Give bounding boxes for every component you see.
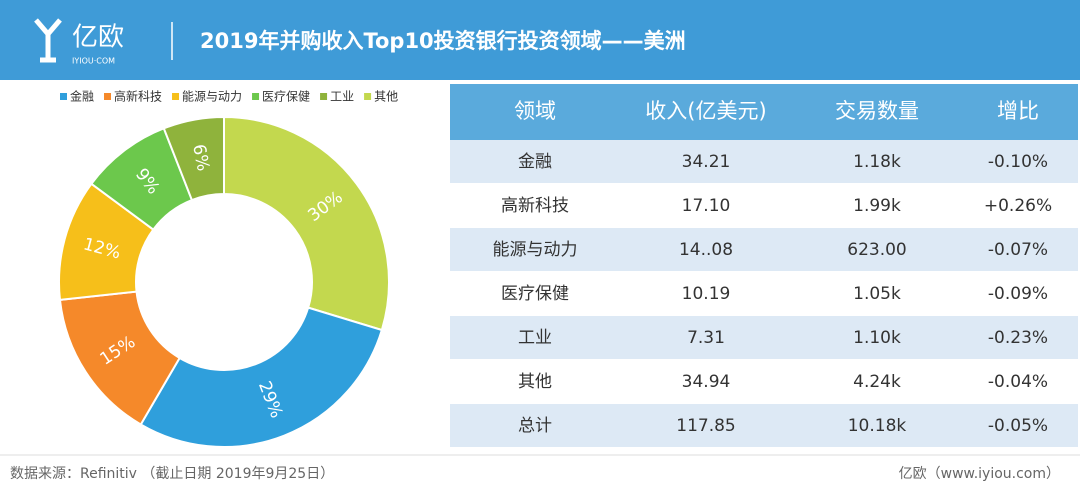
logo: 亿欧: [72, 23, 124, 53]
table-cell: 117.85: [676, 416, 735, 436]
table-cell: 金融: [518, 152, 552, 172]
title: 2019年并购收入Top10投资银行投资领域——美洲: [200, 29, 686, 53]
table-row: [450, 184, 1078, 227]
legend-swatch: [252, 93, 260, 100]
table-cell: 4.24k: [853, 372, 901, 392]
table-row: [450, 316, 1078, 359]
legend-swatch: [320, 93, 328, 100]
table-cell: -0.23%: [988, 328, 1048, 348]
table-cell: 34.94: [682, 372, 731, 392]
column-header: 领域: [514, 99, 556, 123]
table-cell: 其他: [518, 372, 552, 392]
data-label: 6%: [188, 143, 213, 173]
table-cell: 7.31: [687, 328, 725, 348]
table-row: [450, 140, 1078, 183]
table-row: [450, 360, 1078, 403]
table-cell: 34.21: [682, 152, 731, 172]
donut-segment: [139, 306, 384, 448]
legend-label: 其他: [374, 90, 398, 104]
table-cell: 1.10k: [853, 328, 901, 348]
table-cell: 14..08: [679, 240, 733, 260]
table-cell: 10.18k: [848, 416, 907, 436]
legend-label: 能源与动力: [182, 90, 242, 104]
table-cell: -0.10%: [988, 152, 1048, 172]
donut-segment: [223, 115, 390, 332]
logo-icon: [34, 18, 62, 63]
table-cell: 能源与动力: [493, 240, 578, 260]
legend-swatch: [60, 93, 67, 100]
source: 数据来源：Refinitiv （截止日期 2019年9月25日）: [10, 466, 334, 482]
table-cell: 17.10: [682, 196, 731, 216]
legend-label: 工业: [330, 90, 354, 104]
legend-swatch: [364, 93, 372, 100]
brand: 亿欧（www.iyiou.com）: [899, 466, 1060, 482]
table-cell: 623.00: [847, 240, 906, 260]
table-cell: -0.07%: [988, 240, 1048, 260]
table-cell: -0.05%: [988, 416, 1048, 436]
table-cell: 10.19: [682, 284, 731, 304]
column-header: 收入(亿美元): [645, 99, 766, 123]
column-header: 增比: [997, 99, 1039, 123]
table-cell: 1.05k: [853, 284, 901, 304]
table-cell: -0.04%: [988, 372, 1048, 392]
table-cell: -0.09%: [988, 284, 1048, 304]
header-bar: [0, 0, 1080, 80]
table-cell: 高新科技: [501, 196, 569, 216]
table-cell: 总计: [518, 416, 552, 436]
table-cell: 工业: [518, 328, 552, 348]
table-cell: +0.26%: [984, 196, 1052, 216]
legend-swatch: [104, 93, 112, 100]
table-row: [450, 404, 1078, 447]
legend-label: 金融: [70, 89, 94, 104]
table-cell: 1.99k: [853, 196, 901, 216]
table-row: [450, 272, 1078, 315]
table-cell: 医疗保健: [501, 284, 569, 304]
legend-label: 高新科技: [114, 89, 162, 104]
table-cell: 1.18k: [853, 152, 901, 172]
table-row: [450, 228, 1078, 271]
logo-sub: IYIOU·COM: [72, 57, 115, 66]
legend-label: 医疗保健: [262, 90, 310, 104]
legend-swatch: [172, 93, 180, 100]
table-header: [450, 84, 1078, 140]
column-header: 交易数量: [835, 99, 919, 123]
donut-segment: [162, 115, 225, 202]
